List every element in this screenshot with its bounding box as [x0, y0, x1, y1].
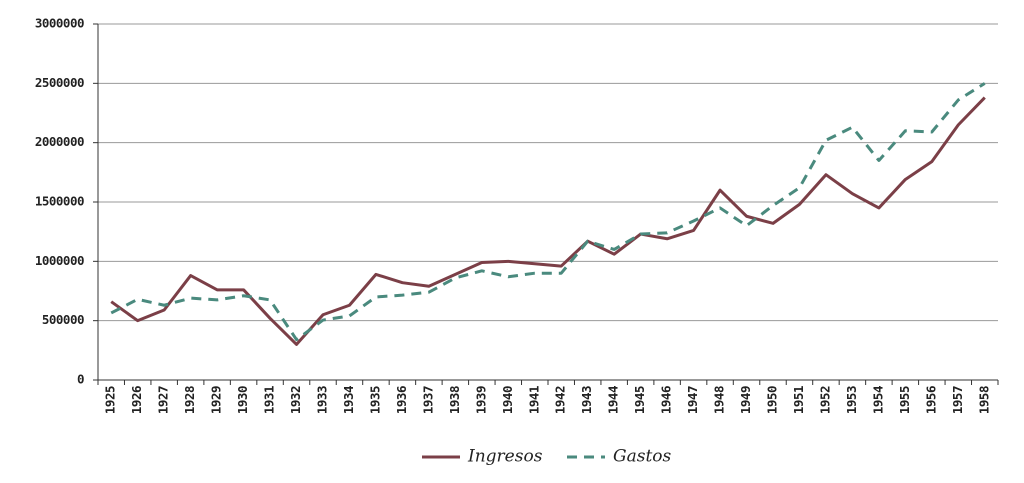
y-tick-label: 1000000 [35, 253, 84, 268]
x-tick-label: 1939 [473, 386, 488, 414]
x-tick-label: 1930 [235, 386, 250, 414]
x-tick-label: 1956 [923, 386, 938, 414]
x-tick-label: 1928 [182, 386, 197, 414]
x-tick-label: 1944 [606, 386, 621, 414]
x-tick-label: 1955 [897, 386, 912, 414]
line-series [110, 82, 986, 342]
x-tick-label: 1935 [367, 386, 382, 414]
legend-label: Ingresos [467, 447, 543, 467]
x-tick-label: 1958 [976, 386, 991, 414]
x-tick-label: 1932 [288, 386, 303, 414]
x-tick-label: 1934 [341, 386, 356, 414]
y-tick-label: 0 [77, 372, 84, 387]
x-tick-label: 1936 [394, 386, 409, 414]
x-tick-label: 1952 [817, 386, 832, 414]
x-tick-label: 1950 [765, 386, 780, 414]
x-tick-label: 1940 [500, 386, 515, 414]
x-tick-label: 1953 [844, 386, 859, 414]
y-tick-label: 2000000 [35, 134, 84, 149]
x-tick-label: 1927 [156, 386, 171, 414]
y-tick-label: 500000 [42, 312, 84, 327]
legend-label: Gastos [613, 447, 672, 467]
line-series [110, 96, 986, 346]
y-tick-label: 2500000 [35, 75, 84, 90]
x-tick-label: 1954 [870, 386, 885, 414]
x-tick-label: 1943 [579, 386, 594, 414]
x-tick-label: 1948 [712, 386, 727, 414]
x-tick-label: 1926 [129, 386, 144, 414]
x-tick-label: 1941 [526, 386, 541, 414]
x-tick-label: 1947 [685, 386, 700, 414]
x-tick-label: 1946 [659, 386, 674, 414]
x-tick-label: 1938 [447, 386, 462, 414]
x-tick-label: 1942 [553, 386, 568, 414]
x-tick-label: 1925 [103, 386, 118, 414]
x-tick-label: 1933 [315, 386, 330, 414]
y-tick-label: 3000000 [35, 16, 84, 31]
x-tick-label: 1937 [420, 386, 435, 414]
x-tick-label: 1951 [791, 386, 806, 414]
x-tick-label: 1949 [738, 386, 753, 414]
x-tick-label: 1957 [950, 386, 965, 414]
x-tick-label: 1929 [209, 386, 224, 414]
y-tick-label: 1500000 [35, 194, 84, 209]
x-tick-label: 1945 [632, 386, 647, 414]
x-tick-label: 1931 [262, 386, 277, 414]
